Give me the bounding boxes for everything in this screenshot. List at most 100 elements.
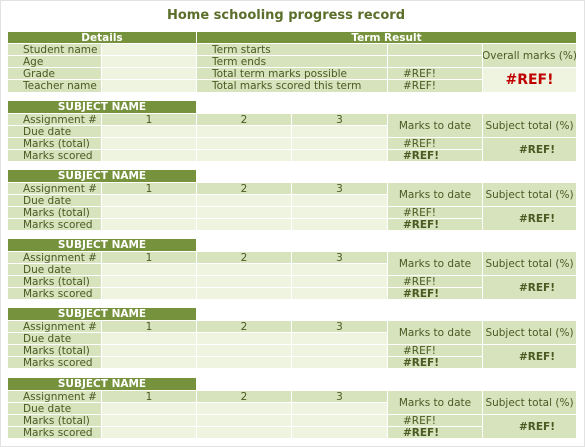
assignment-number: 2 — [197, 183, 291, 194]
assignment-input[interactable] — [292, 138, 387, 149]
subject-row-label: Assignment # — [8, 321, 101, 332]
subject-row-label: Marks scored — [8, 219, 101, 230]
subject-total-value: #REF! — [483, 345, 576, 368]
marks-scored-value: #REF! — [388, 427, 482, 438]
overall-marks-value: #REF! — [483, 68, 576, 92]
assignment-input[interactable] — [102, 195, 196, 206]
subject-row-label: Marks scored — [8, 288, 101, 299]
assignment-input[interactable] — [102, 219, 196, 230]
assignment-input[interactable] — [102, 150, 196, 161]
assignment-input[interactable] — [197, 126, 291, 137]
assignment-input[interactable] — [292, 333, 387, 344]
assignment-input[interactable] — [102, 207, 196, 218]
assignment-input[interactable] — [197, 415, 291, 426]
term-result-header: Term Result — [197, 32, 576, 43]
assignment-input[interactable] — [102, 264, 196, 275]
overall-marks-label: Overall marks (%) — [483, 44, 576, 67]
assignment-number: 3 — [292, 183, 387, 194]
assignment-input[interactable] — [102, 333, 196, 344]
assignment-input[interactable] — [292, 415, 387, 426]
assignment-input[interactable] — [292, 357, 387, 368]
assignment-input[interactable] — [197, 333, 291, 344]
term-value[interactable] — [388, 56, 482, 67]
term-label: Term starts — [197, 44, 387, 55]
subject-row-label: Due date — [8, 126, 101, 137]
assignment-input[interactable] — [292, 126, 387, 137]
details-header: Details — [8, 32, 196, 43]
marks-total-value: #REF! — [388, 276, 482, 287]
assignment-number: 2 — [197, 391, 291, 402]
subject-row-label: Marks (total) — [8, 138, 101, 149]
subject-row-label: Marks (total) — [8, 415, 101, 426]
assignment-input[interactable] — [292, 345, 387, 356]
assignment-number: 3 — [292, 391, 387, 402]
term-value[interactable] — [388, 44, 482, 55]
assignment-input[interactable] — [102, 288, 196, 299]
assignment-input[interactable] — [197, 219, 291, 230]
assignment-input[interactable] — [102, 138, 196, 149]
assignment-input[interactable] — [197, 288, 291, 299]
assignment-input[interactable] — [197, 357, 291, 368]
term-label: Term ends — [197, 56, 387, 67]
subject-total-label: Subject total (%) — [483, 391, 576, 414]
assignment-input[interactable] — [102, 403, 196, 414]
detail-input[interactable] — [102, 68, 196, 79]
subject-total-value: #REF! — [483, 138, 576, 161]
assignment-input[interactable] — [197, 276, 291, 287]
assignment-input[interactable] — [292, 150, 387, 161]
assignment-number: 1 — [102, 391, 196, 402]
assignment-input[interactable] — [197, 207, 291, 218]
assignment-input[interactable] — [292, 264, 387, 275]
subject-total-value: #REF! — [483, 276, 576, 299]
assignment-input[interactable] — [292, 219, 387, 230]
detail-input[interactable] — [102, 80, 196, 92]
subject-total-value: #REF! — [483, 207, 576, 230]
assignment-input[interactable] — [292, 207, 387, 218]
marks-scored-value: #REF! — [388, 150, 482, 161]
subject-name-header: SUBJECT NAME — [8, 239, 196, 251]
assignment-input[interactable] — [102, 415, 196, 426]
detail-input[interactable] — [102, 56, 196, 67]
marks-scored-value: #REF! — [388, 288, 482, 299]
assignment-number: 1 — [102, 252, 196, 263]
detail-label: Grade — [8, 68, 101, 79]
detail-input[interactable] — [102, 44, 196, 55]
term-label: Total marks scored this term — [197, 80, 387, 92]
marks-total-value: #REF! — [388, 138, 482, 149]
assignment-input[interactable] — [197, 345, 291, 356]
assignment-number: 2 — [197, 114, 291, 125]
subject-row-label: Marks scored — [8, 150, 101, 161]
assignment-input[interactable] — [197, 138, 291, 149]
subject-row-label: Marks (total) — [8, 345, 101, 356]
assignment-number: 1 — [102, 183, 196, 194]
term-value: #REF! — [388, 68, 482, 79]
assignment-input[interactable] — [292, 288, 387, 299]
subject-total-label: Subject total (%) — [483, 252, 576, 275]
subject-name-header: SUBJECT NAME — [8, 170, 196, 182]
assignment-number: 3 — [292, 321, 387, 332]
assignment-input[interactable] — [102, 126, 196, 137]
assignment-input[interactable] — [197, 403, 291, 414]
assignment-input[interactable] — [102, 345, 196, 356]
assignment-input[interactable] — [197, 427, 291, 438]
subject-row-label: Marks (total) — [8, 207, 101, 218]
subject-row-label: Assignment # — [8, 391, 101, 402]
assignment-input[interactable] — [102, 427, 196, 438]
sheet-title: Home schooling progress record — [166, 8, 406, 23]
assignment-input[interactable] — [292, 427, 387, 438]
assignment-input[interactable] — [102, 357, 196, 368]
marks-to-date-label: Marks to date — [388, 114, 482, 137]
assignment-input[interactable] — [197, 195, 291, 206]
subject-row-label: Due date — [8, 195, 101, 206]
assignment-input[interactable] — [292, 403, 387, 414]
assignment-number: 3 — [292, 114, 387, 125]
assignment-input[interactable] — [197, 264, 291, 275]
assignment-input[interactable] — [292, 276, 387, 287]
marks-total-value: #REF! — [388, 415, 482, 426]
assignment-number: 1 — [102, 114, 196, 125]
assignment-input[interactable] — [102, 276, 196, 287]
assignment-input[interactable] — [292, 195, 387, 206]
marks-to-date-label: Marks to date — [388, 391, 482, 414]
assignment-input[interactable] — [197, 150, 291, 161]
assignment-number: 2 — [197, 321, 291, 332]
